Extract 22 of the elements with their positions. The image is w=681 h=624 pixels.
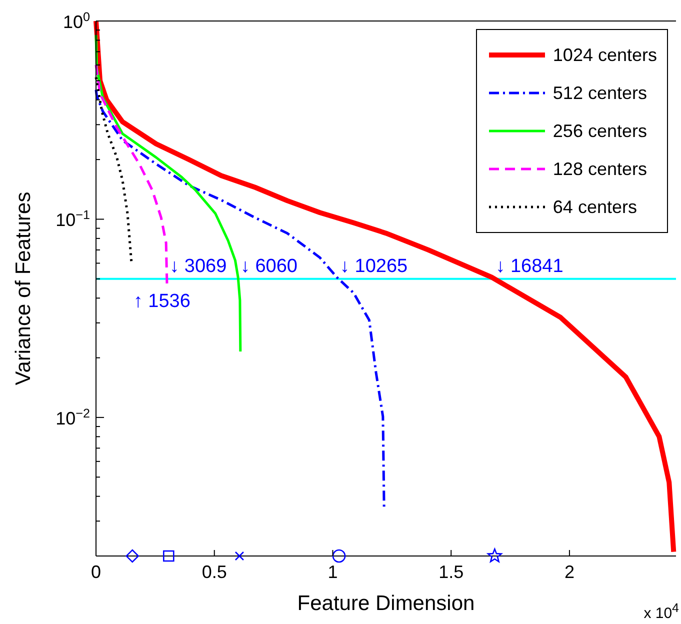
legend-label: 256 centers (552, 120, 647, 142)
y-tick-label: 10$^{−2}$ (56, 406, 90, 428)
x-tick-label: 2 (564, 562, 574, 582)
legend-label: 128 centers (552, 158, 647, 180)
x-tick-label: 0.5 (202, 562, 227, 582)
line-series (94, 34, 242, 353)
legend-label: 64 centers (552, 196, 637, 218)
text: x 10$^{4}$ (644, 601, 679, 622)
y-axis-title: Variance of Features (12, 192, 35, 386)
legend-label: 512 centers (552, 82, 647, 104)
annotation: ↓ 16841 (496, 256, 564, 277)
annotation: ↓ 6060 (240, 256, 298, 277)
x-tick-label: 1.5 (438, 562, 464, 582)
legend-label: 1024 centers (552, 44, 657, 66)
annotation: ↓ 3069 (170, 256, 227, 277)
annotation: ↑ 1536 (133, 291, 190, 312)
y-tick-label: 10$^{−1}$ (56, 208, 90, 230)
annotation: ↓ 10265 (340, 256, 408, 277)
x-tick-label: 1 (328, 562, 338, 582)
y-tick-label: 10$^{0}$ (62, 10, 90, 32)
x-axis-title: Feature Dimension (297, 592, 475, 615)
x-tick-label: 0 (90, 562, 102, 582)
